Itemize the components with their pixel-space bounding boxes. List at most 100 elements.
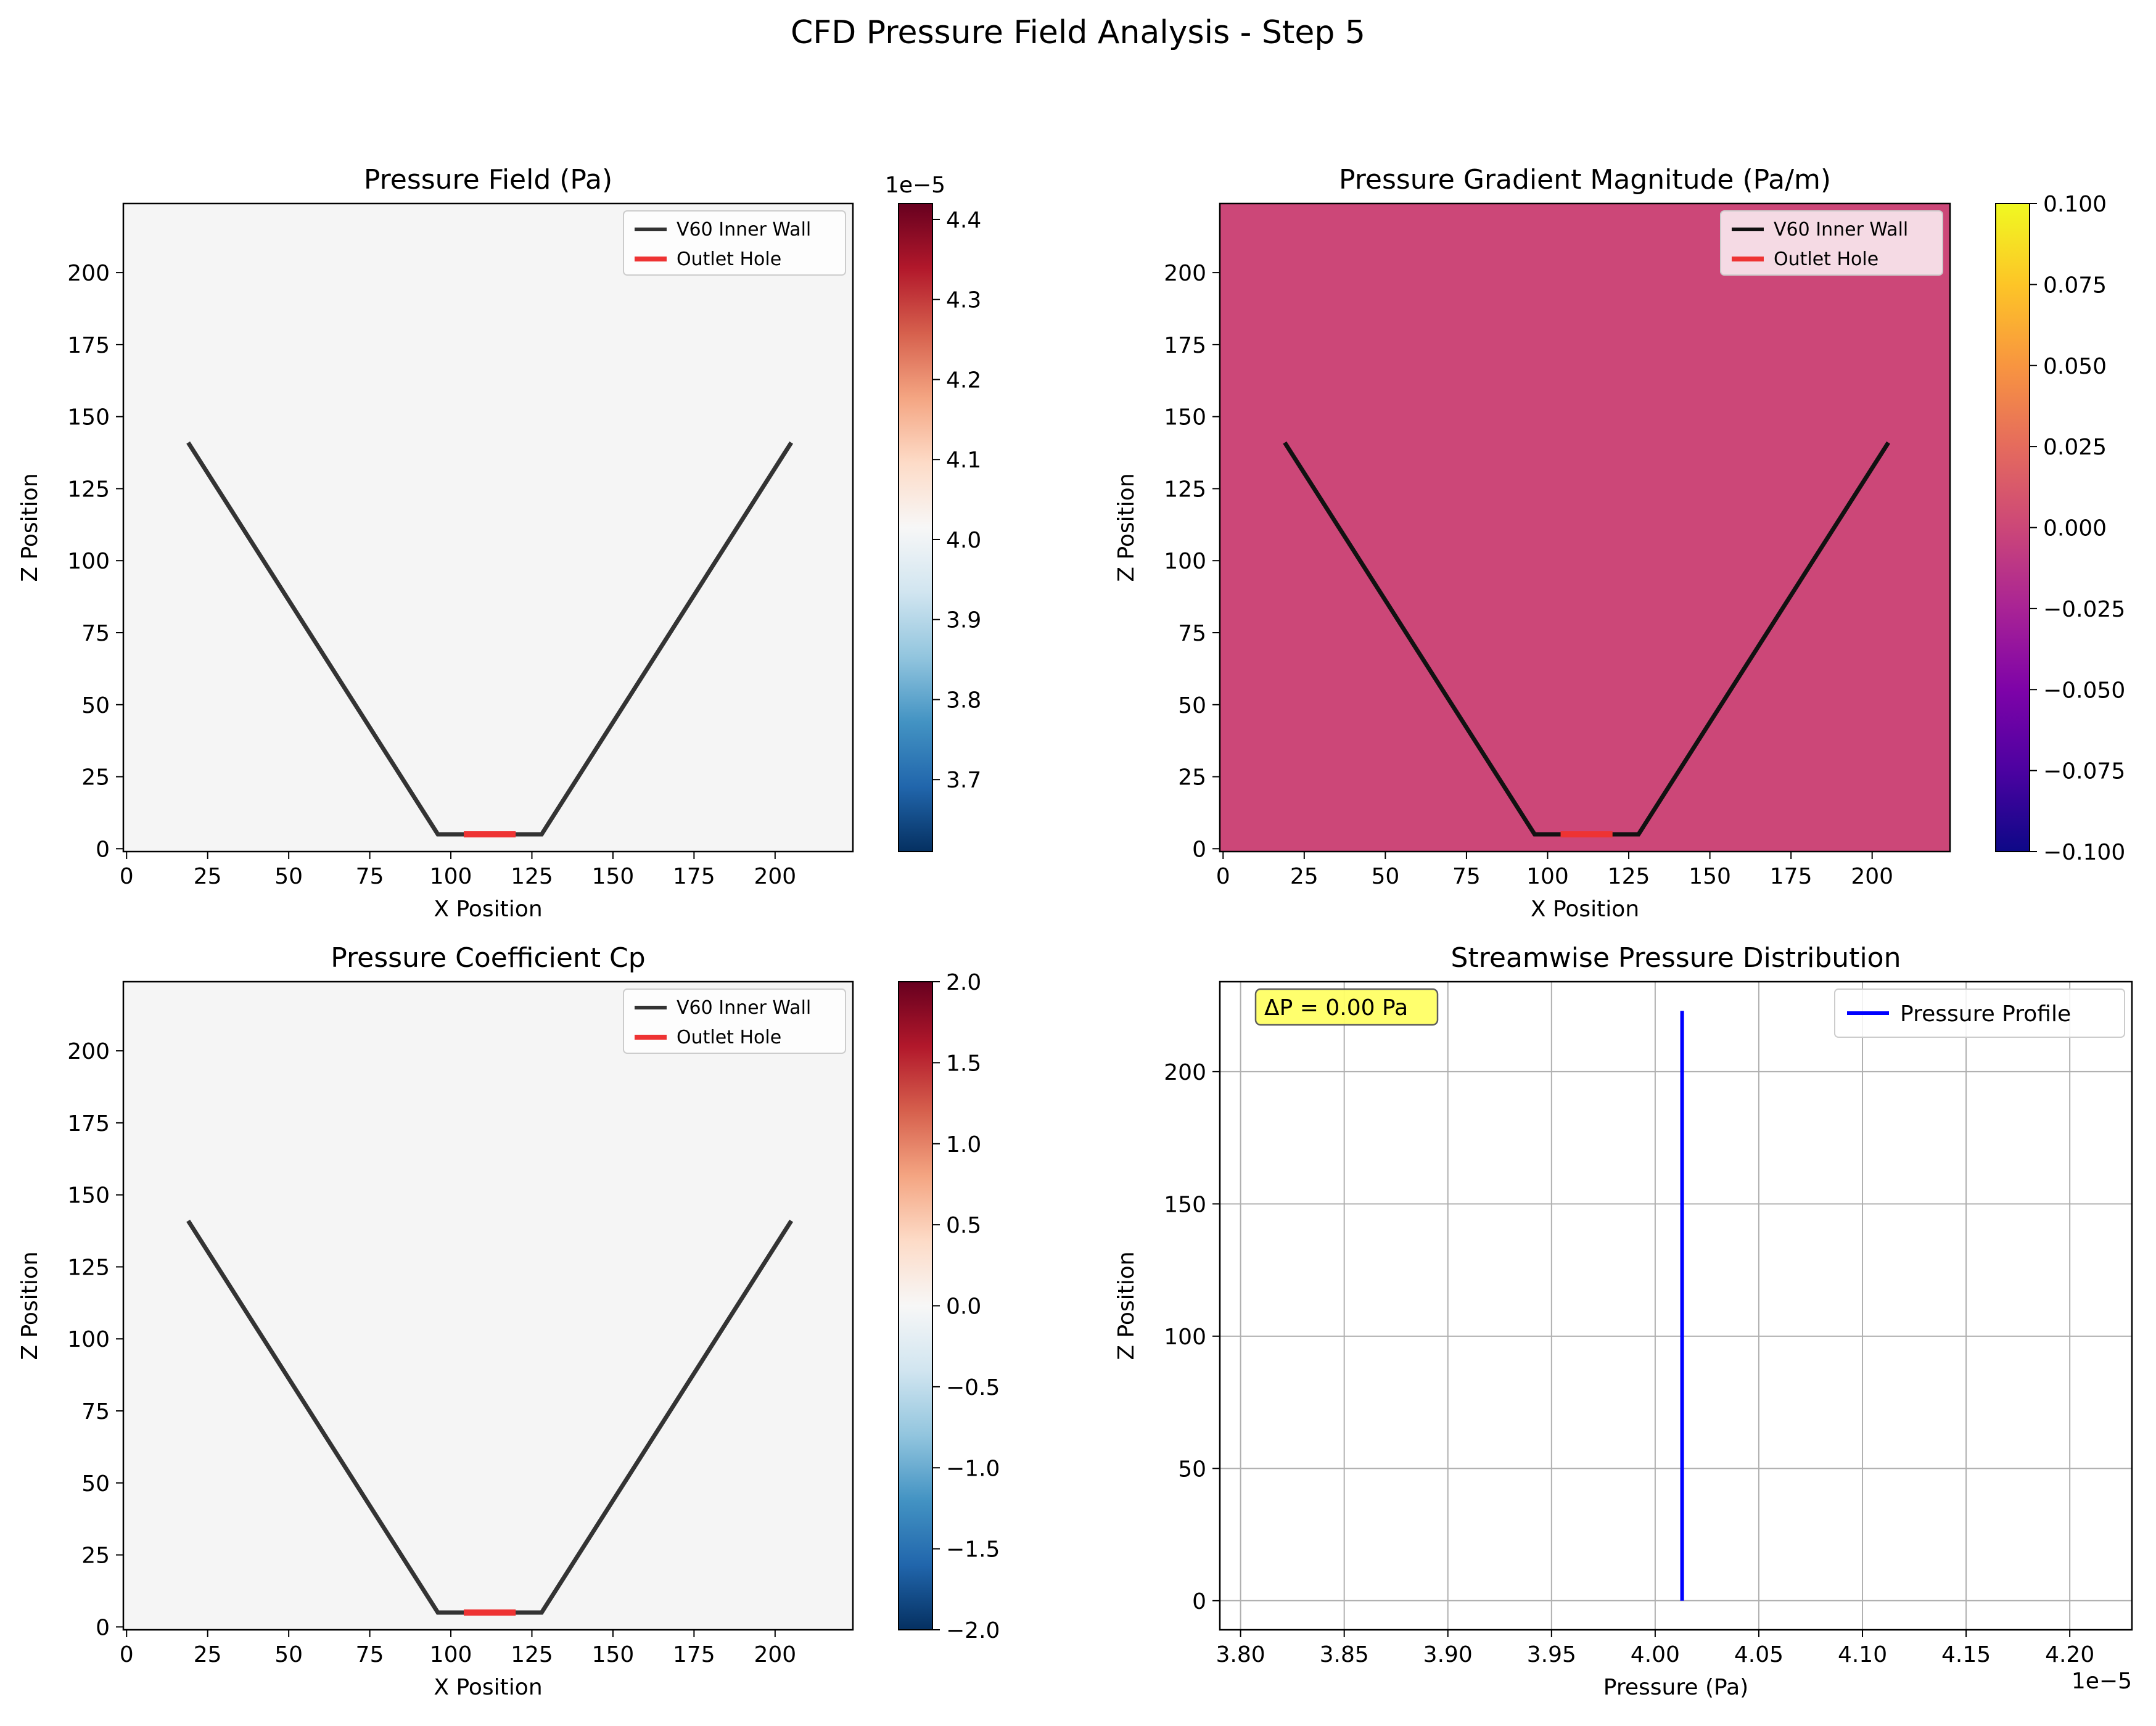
y-axis-label: Z Position [1114,1251,1139,1360]
colorbar-tick-label: 0.100 [2043,192,2107,217]
streamwise-pressure-panel: 3.80 3.85 3.90 3.95 4.00 4.05 4.10 4.15 4.20 0 50 1… [1114,942,2133,1700]
x-tick-label: 125 [511,1642,553,1667]
y-tick-label: 100 [67,1327,110,1352]
x-tick-label: 75 [356,1642,384,1667]
panel-title: Pressure Field (Pa) [364,164,612,195]
colorbar-tick-label: 3.9 [946,608,981,633]
x-tick-label: 100 [430,864,472,889]
x-axis-label: X Position [434,1675,542,1700]
x-tick-label: 75 [1452,864,1481,889]
y-axis-label: Z Position [17,473,43,581]
y-tick-label: 175 [1164,333,1206,358]
colorbar-tick-label: 3.7 [946,768,981,793]
y-tick-label: 150 [1164,1192,1206,1217]
y-tick-label: 75 [1178,621,1206,646]
legend-box [623,988,846,1054]
colorbar-tick-label: 0.0 [946,1294,981,1320]
panel-title: Pressure Gradient Magnitude (Pa/m) [1339,164,1831,195]
y-tick-label: 50 [81,693,110,718]
y-axis-label: Z Position [1114,473,1139,581]
y-tick-label: 175 [67,333,110,358]
annotation-text: ΔP = 0.00 Pa [1264,995,1408,1021]
colorbar-tick-label: −1.5 [946,1537,1000,1563]
field-image [123,982,853,1630]
x-tick-label: 50 [274,1642,303,1667]
y-tick-label: 125 [1164,477,1206,502]
x-tick-label: 25 [1290,864,1319,889]
x-tick-label: 0 [120,1642,134,1667]
y-tick-label: 25 [81,765,110,791]
colorbar-tick-label: −1.0 [946,1456,1000,1481]
legend-label-profile: Pressure Profile [1900,1001,2071,1027]
x-tick-label: 175 [673,1642,715,1667]
colorbar-tick-label: 0.5 [946,1213,981,1238]
x-tick-label: 100 [430,1642,472,1667]
x-tick-label: 3.95 [1527,1642,1576,1667]
colorbar-tick-label: 4.3 [946,288,981,313]
colorbar-tick-label: 1.0 [946,1132,981,1157]
y-tick-label: 150 [67,405,110,430]
x-tick-label: 4.20 [2045,1642,2094,1667]
x-tick-label: 3.80 [1216,1642,1265,1667]
colorbar [898,203,933,852]
y-tick-label: 125 [67,1255,110,1280]
x-tick-label: 125 [1608,864,1650,889]
panel-title: Pressure Coefficient Cp [331,942,645,974]
colorbar-tick-label: −0.050 [2043,678,2125,703]
x-tick-label: 150 [592,864,635,889]
x-tick-label: 4.00 [1631,1642,1680,1667]
plot-area [1220,982,2132,1630]
y-tick-label: 25 [1178,765,1206,791]
colorbar-tick-label: −0.100 [2043,840,2125,865]
y-tick-label: 0 [1192,837,1206,862]
legend-label-wall: V60 Inner Wall [677,997,811,1019]
x-axis-label: X Position [434,897,542,922]
colorbar-tick-label: 3.8 [946,688,981,713]
figure-title: CFD Pressure Field Analysis - Step 5 [791,14,1365,51]
field-image [1220,203,1950,852]
legend-box [623,210,846,276]
colorbar-tick-label: 0.025 [2043,435,2107,460]
legend-label-outlet: Outlet Hole [677,249,781,270]
colorbar [1995,203,2030,852]
legend-box [1720,210,1943,276]
x-tick-label: 50 [1371,864,1399,889]
x-tick-label: 125 [511,864,553,889]
colorbar [898,981,933,1630]
legend-label-outlet: Outlet Hole [677,1027,781,1048]
y-tick-label: 100 [1164,549,1206,574]
axes-frame [1219,202,1951,853]
x-tick-label: 175 [1770,864,1812,889]
x-axis-label: Pressure (Pa) [1603,1675,1748,1700]
legend-label-wall: V60 Inner Wall [1774,219,1908,240]
y-tick-label: 50 [1178,1457,1206,1482]
x-tick-label: 25 [194,1642,222,1667]
x-tick-label: 200 [1851,864,1893,889]
x-tick-label: 25 [194,864,222,889]
x-tick-label: 150 [592,1642,635,1667]
colorbar-tick-label: 0.000 [2043,516,2107,541]
x-tick-label: 3.85 [1320,1642,1369,1667]
pressure-gradient-panel: 0 25 50 75 100 125 150 175 200 0 25 50 75 100 125 150 17… [1114,164,2125,922]
x-tick-label: 100 [1526,864,1569,889]
colorbar-offset-label: 1e−5 [885,173,945,198]
x-tick-label: 75 [356,864,384,889]
y-tick-label: 100 [1164,1325,1206,1350]
colorbar-tick-label: 4.4 [946,208,981,233]
axes-frame [122,202,854,853]
y-tick-label: 50 [1178,693,1206,718]
pressure-coefficient-panel: 0 25 50 75 100 125 150 175 200 0 25 50 75 100 125 150 17… [17,942,1000,1700]
y-tick-label: 0 [96,1615,110,1640]
colorbar-tick-label: 0.050 [2043,354,2107,379]
colorbar-tick-label: −0.5 [946,1375,1000,1400]
x-tick-label: 50 [274,864,303,889]
x-tick-label: 0 [1216,864,1230,889]
x-tick-label: 0 [120,864,134,889]
x-tick-label: 150 [1689,864,1731,889]
y-tick-label: 200 [67,261,110,286]
colorbar-tick-label: 2.0 [946,970,981,995]
colorbar-tick-label: −0.025 [2043,597,2125,622]
legend-box [1834,988,2125,1038]
y-tick-label: 0 [96,837,110,862]
